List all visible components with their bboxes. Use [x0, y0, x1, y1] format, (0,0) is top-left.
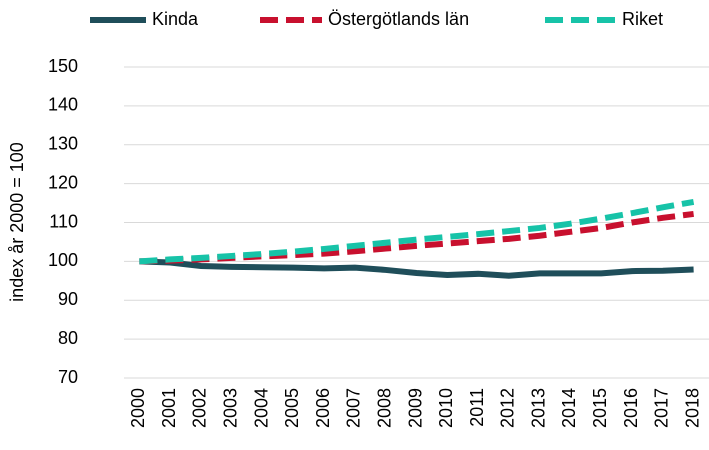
x-tick-label: 2016 [621, 388, 641, 428]
y-tick-label: 130 [48, 134, 78, 154]
x-tick-label: 2000 [128, 388, 148, 428]
x-tick-label: 2002 [190, 388, 210, 428]
data-line [139, 258, 694, 279]
x-tick-label: 2017 [652, 388, 672, 428]
x-tick-label: 2001 [159, 388, 179, 428]
y-tick-label: 100 [48, 250, 78, 270]
y-tick-label: 70 [58, 367, 78, 387]
x-tick-label: 2008 [374, 388, 394, 428]
x-tick-label: 2010 [436, 388, 456, 428]
x-tick-label: 2006 [313, 388, 333, 428]
x-tick-label: 2004 [251, 388, 271, 428]
x-tick-label: 2014 [559, 388, 579, 428]
x-tick-label: 2013 [528, 388, 548, 428]
x-tick-label: 2005 [282, 388, 302, 428]
x-tick-label: 2009 [405, 388, 425, 428]
data-line [139, 198, 695, 265]
legend-label: Riket [622, 9, 663, 29]
y-tick-label: 150 [48, 56, 78, 76]
legend-label: Östergötlands län [328, 9, 469, 29]
y-axis-label: index år 2000 = 100 [7, 142, 27, 302]
x-tick-label: 2012 [498, 388, 518, 428]
y-tick-label: 140 [48, 95, 78, 115]
y-tick-label: 120 [48, 172, 78, 192]
x-tick-label: 2018 [682, 388, 702, 428]
y-tick-label: 90 [58, 289, 78, 309]
x-tick-label: 2015 [590, 388, 610, 428]
y-tick-label: 80 [58, 328, 78, 348]
x-tick-label: 2011 [467, 388, 487, 427]
y-tick-label: 110 [49, 211, 78, 231]
x-tick-label: 2003 [221, 388, 241, 428]
legend-label: Kinda [152, 9, 199, 29]
x-tick-label: 2007 [344, 388, 364, 428]
